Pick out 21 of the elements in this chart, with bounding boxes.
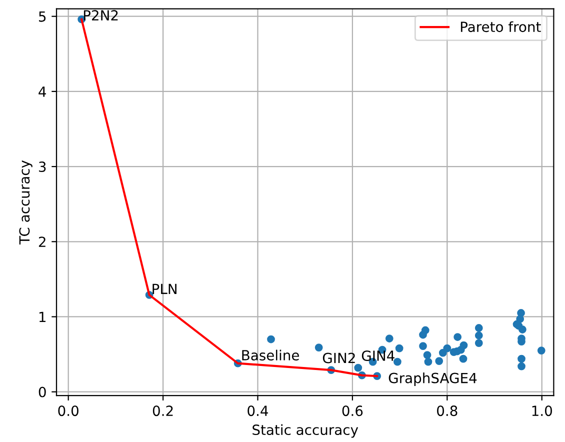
annotation: PLN	[152, 284, 176, 294]
y-axis-title: TC accuracy	[19, 160, 32, 244]
x-axis-title: Static accuracy	[252, 424, 358, 438]
legend-label: Pareto front	[460, 21, 541, 32]
annotation: P2N2	[84, 10, 118, 20]
y-tick-label: 4	[38, 86, 46, 97]
x-tick-label: 0.2	[152, 406, 173, 416]
x-tick-label: 0.6	[342, 406, 363, 416]
annotation: Baseline	[242, 350, 300, 360]
x-tick-label: 1.0	[532, 406, 552, 416]
annotation: GIN4	[362, 350, 394, 361]
y-tick-label: 0	[38, 386, 46, 398]
y-tick-label: 5	[39, 12, 46, 22]
x-tick-label: 0.8	[437, 406, 458, 416]
annotation: GraphSAGE4	[388, 372, 477, 386]
y-tick-label: 3	[39, 162, 46, 172]
x-tick-label: 0.0	[58, 406, 78, 416]
y-tick-label: 1	[39, 312, 46, 322]
x-tick-label: 0.4	[248, 406, 268, 416]
annotation: GIN2	[322, 352, 355, 364]
y-tick-label: 2	[38, 236, 46, 247]
